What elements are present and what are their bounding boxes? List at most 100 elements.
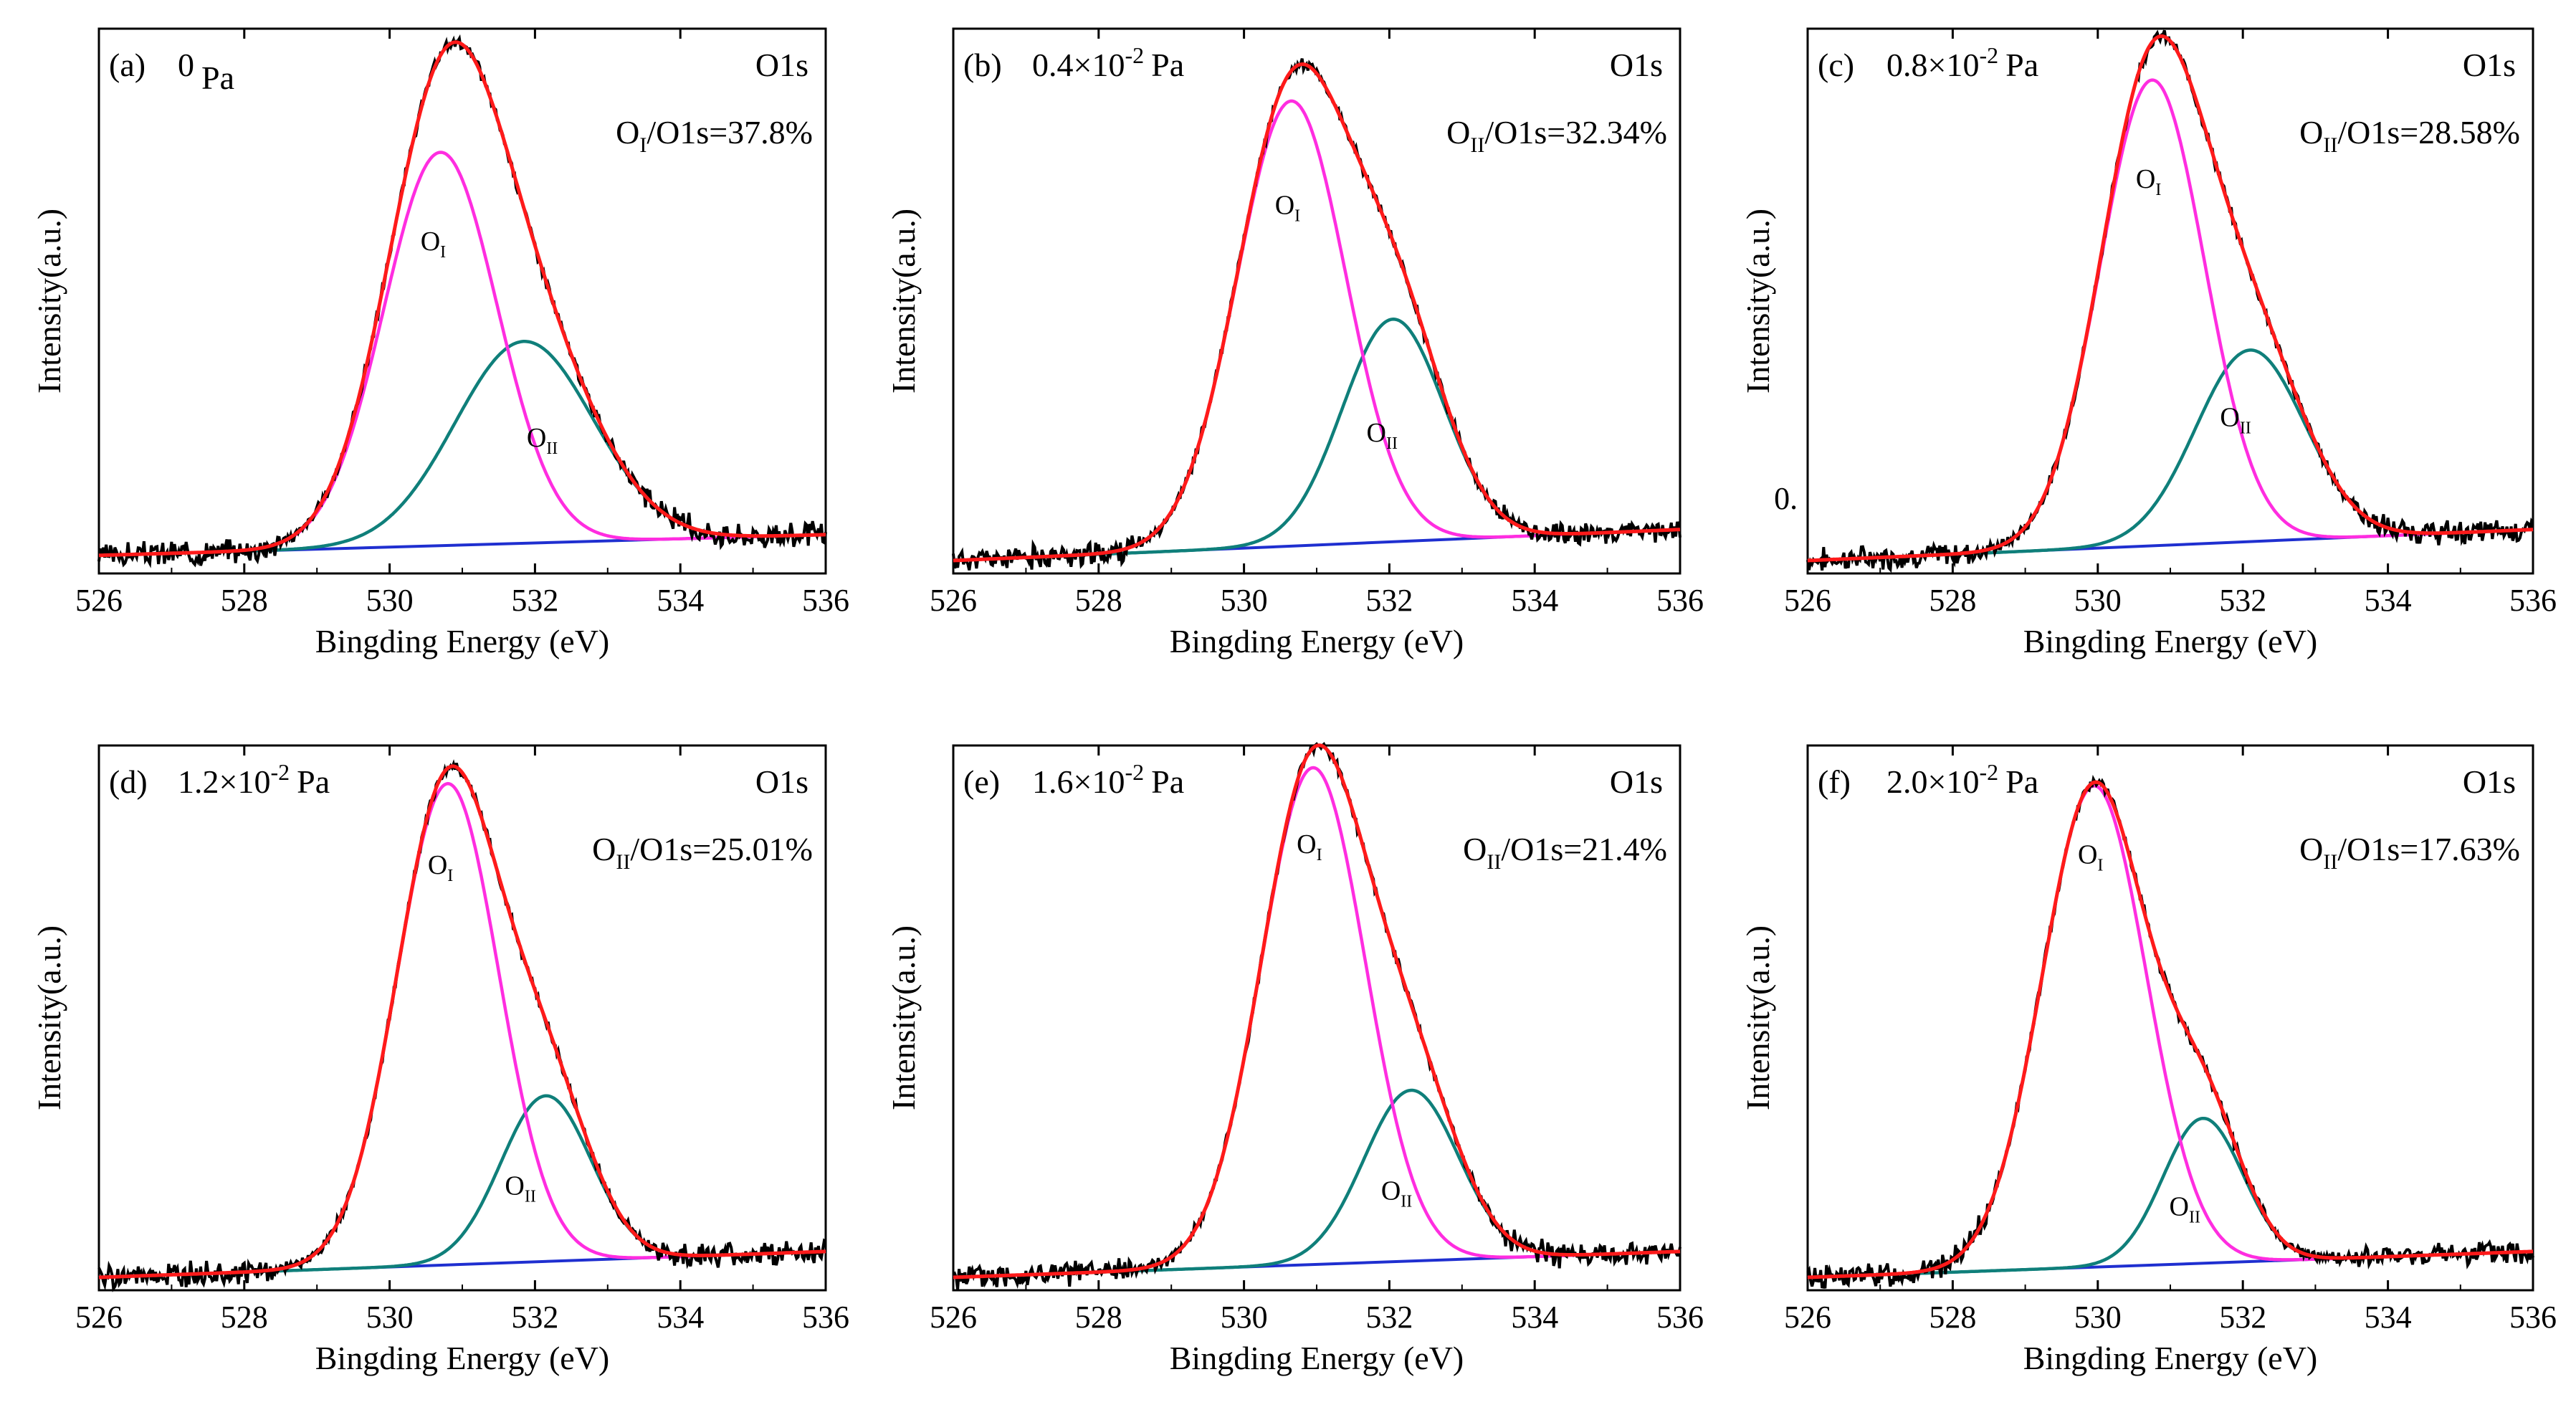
condition-base: 0.8×10 [1886, 47, 1979, 83]
ratio-value: /O1s=28.58% [2337, 114, 2520, 151]
x-tick-label: 528 [221, 1300, 268, 1335]
x-tick-label: 526 [1784, 583, 1831, 618]
x-axis-label: Bingding Energy (eV) [2023, 1340, 2318, 1376]
fitted-envelope-curve [953, 62, 1681, 563]
x-axis-label: Bingding Energy (eV) [1170, 1340, 1464, 1376]
condition-unit: Pa [1151, 763, 1184, 800]
plot-frame [952, 27, 1681, 575]
x-tick-label: 530 [2074, 583, 2122, 618]
x-tick-label: 526 [1784, 1300, 1831, 1335]
x-tick-label: 532 [2219, 583, 2266, 618]
peak-label: OI [1275, 190, 1300, 225]
x-tick-label: 530 [1221, 583, 1268, 618]
y-axis-label: Intensity(a.u.) [1740, 925, 1776, 1110]
peak-label-subscript: II [546, 439, 558, 458]
peak-label-o: O [527, 423, 546, 453]
x-tick-label: 536 [1656, 1300, 1704, 1335]
x-tick-label: 534 [657, 1300, 704, 1335]
x-tick-label: 534 [2365, 583, 2412, 618]
peak-label-subscript: II [525, 1187, 536, 1206]
xps-panel-b: 526 528 530 532 534 536 Bingding Energy (eV) In… [885, 27, 1704, 659]
x-tick-label: 534 [1511, 583, 1558, 618]
peak-label: OI [2136, 164, 2161, 199]
peak-label-o: O [1367, 418, 1386, 448]
peak-label-subscript: I [2155, 181, 2161, 199]
plot-frame [97, 27, 827, 575]
xps-panel-d: 526 528 530 532 534 536 Bingding Energy (eV) In… [31, 744, 849, 1376]
ratio-value: /O1s=17.63% [2337, 831, 2520, 867]
condition-exponent: -2 [1979, 42, 1998, 68]
condition-base: 2.0×10 [1886, 763, 1979, 800]
ratio-subscript: II [1487, 850, 1501, 874]
ratio-label: OII/O1s=25.01% [592, 831, 813, 874]
xps-panel-f: 526 528 530 532 534 536 Bingding Energy (eV) In… [1740, 744, 2557, 1376]
x-tick-label: 526 [75, 1300, 123, 1335]
x-axis-label: Bingding Energy (eV) [2023, 623, 2318, 659]
peak-label: OI [2078, 839, 2103, 875]
xps-panel-c: 526 528 530 532 534 536 Bingding Energy (eV) In… [1740, 27, 2557, 659]
ratio-subscript: II [616, 850, 630, 874]
peak-label-subscript: I [440, 243, 446, 262]
x-tick-label: 532 [1365, 583, 1413, 618]
peak-label: OI [428, 850, 453, 885]
x-tick-label: 530 [1221, 1300, 1268, 1335]
ratio-o: O [2299, 114, 2323, 151]
peak-label-subscript: II [2240, 419, 2251, 437]
panel-label: (e) [963, 763, 1000, 800]
ratio-label: OII/O1s=28.58% [2299, 114, 2520, 157]
peak-label: OI [1297, 829, 1322, 864]
peak-label-subscript: II [2189, 1208, 2200, 1226]
condition-label: 1.6×10-2 Pa [1032, 759, 1184, 800]
fitted-envelope-curve [1807, 780, 2534, 1280]
panel-label: (d) [109, 763, 148, 800]
condition-unit: Pa [1151, 47, 1184, 83]
ratio-subscript: II [2323, 850, 2337, 874]
ratio-o: O [2299, 831, 2323, 867]
peak-label-o: O [2136, 164, 2155, 194]
x-axis-label: Bingding Energy (eV) [315, 623, 610, 659]
oii-peak-curve [953, 318, 1681, 563]
x-tick-label: 526 [75, 583, 123, 618]
region-label: O1s [755, 763, 808, 800]
peak-label-o: O [505, 1171, 524, 1201]
panel-label: (a) [109, 47, 146, 83]
condition-unit: Pa [297, 763, 330, 800]
ratio-label: OII/O1s=21.4% [1463, 831, 1667, 874]
x-tick-label: 530 [366, 1300, 414, 1335]
ratio-subscript: II [1470, 133, 1484, 157]
oi-peak-curve [98, 151, 826, 558]
y-axis-label: Intensity(a.u.) [1740, 209, 1776, 394]
condition-base: 1.6×10 [1032, 763, 1125, 800]
peak-label-subscript: II [1401, 1193, 1412, 1211]
peak-label: OII [1381, 1176, 1412, 1211]
condition-label: 2.0×10-2 Pa [1886, 759, 2038, 800]
ratio-o: O [1446, 114, 1470, 151]
x-tick-label: 530 [2074, 1300, 2122, 1335]
x-tick-label: 536 [802, 1300, 849, 1335]
condition-base: 1.2×10 [178, 763, 270, 800]
x-axis-label: Bingding Energy (eV) [1170, 623, 1464, 659]
ratio-value: /O1s=21.4% [1501, 831, 1667, 867]
x-tick-label: 536 [2509, 583, 2557, 618]
peak-label-subscript: I [1294, 206, 1300, 225]
ratio-subscript: I [639, 133, 647, 157]
region-label: O1s [2463, 47, 2516, 83]
panel-label: (b) [963, 47, 1002, 83]
x-tick-label: 528 [221, 583, 268, 618]
ratio-o: O [592, 831, 616, 867]
peak-label-subscript: II [1386, 434, 1398, 453]
y-axis-label: Intensity(a.u.) [885, 209, 922, 394]
condition-label: 0.4×10-2 Pa [1032, 42, 1184, 83]
y-axis-label: Intensity(a.u.) [31, 925, 67, 1110]
condition-unit: Pa [2005, 47, 2038, 83]
x-tick-label: 536 [802, 583, 849, 618]
condition-exponent: -2 [1125, 42, 1144, 68]
ratio-o: O [1463, 831, 1487, 867]
condition-label: 0 Pa [178, 47, 234, 96]
peak-label: OII [527, 423, 558, 458]
x-tick-label: 528 [1929, 1300, 1976, 1335]
plot-frame [97, 744, 827, 1292]
condition-base: 0 [178, 47, 194, 83]
peak-label-subscript: I [447, 867, 453, 885]
